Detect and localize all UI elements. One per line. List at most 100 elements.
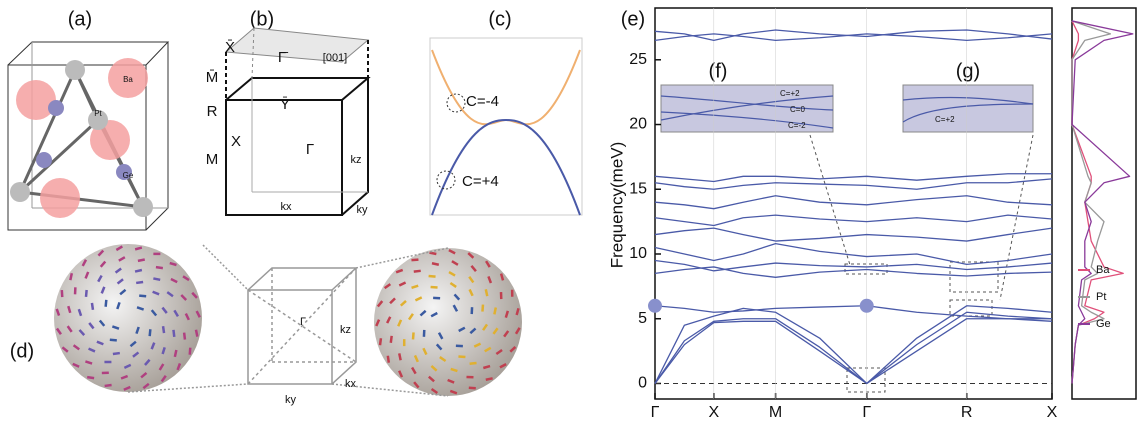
spin-arrow — [97, 249, 105, 257]
legend-label: Pt — [1096, 291, 1106, 303]
chirality-label: C=+2 — [935, 115, 955, 124]
spin-arrow — [114, 267, 122, 274]
band-line — [654, 311, 1053, 385]
spin-arrow — [414, 296, 423, 302]
spin-arrow — [119, 288, 127, 296]
spin-arrow — [468, 288, 474, 297]
spin-arrow — [84, 271, 90, 279]
band-line — [654, 173, 1052, 183]
spin-arrow — [69, 272, 74, 281]
spin-arrow — [150, 309, 158, 317]
spin-arrow — [120, 374, 129, 380]
inset-frame — [902, 84, 1034, 133]
x-tick-label: R — [961, 404, 973, 421]
spin-arrow — [100, 286, 106, 294]
spin-arrow — [495, 348, 503, 356]
spin-arrow — [85, 360, 93, 365]
spin-arrow — [116, 278, 124, 285]
y-tick-label: 20 — [629, 116, 647, 133]
panel-label: (c) — [488, 8, 511, 30]
spin-arrow — [55, 327, 62, 335]
plot-frame — [654, 7, 1053, 400]
symmetry-label: R — [207, 103, 218, 120]
inset-bands — [660, 95, 1034, 129]
spin-arrow — [184, 313, 190, 321]
y-tick-label: 0 — [638, 375, 647, 392]
spin-arrow — [88, 322, 95, 330]
spin-arrow — [182, 275, 190, 282]
spin-arrow — [499, 273, 505, 281]
spin-arrow — [458, 326, 466, 333]
spin-arrow — [449, 281, 457, 288]
spin-arrow — [188, 347, 192, 355]
spin-arrow — [431, 262, 440, 266]
spin-arrow — [407, 313, 414, 321]
spin-arrow — [116, 301, 121, 310]
band-line — [654, 227, 1053, 242]
berry-sphere — [54, 244, 202, 392]
axis-label: kx — [281, 201, 293, 213]
y-tick-label: 10 — [629, 245, 647, 262]
brillouin-zone — [224, 27, 371, 216]
band-line — [1071, 20, 1112, 384]
band-line — [654, 214, 1053, 227]
spin-arrow — [84, 289, 88, 298]
spin-arrow — [467, 252, 475, 259]
spin-arrow — [435, 343, 443, 351]
atom-label: Ge — [123, 171, 134, 180]
y-axis-label: Frequency(meV) — [607, 142, 626, 269]
spin-arrow — [413, 354, 419, 363]
spin-arrow — [77, 308, 83, 317]
inset-connectors — [809, 134, 1034, 393]
spin-arrow — [499, 363, 507, 369]
spin-arrow — [112, 351, 120, 356]
spin-arrow — [514, 327, 521, 335]
spin-arrow — [90, 302, 95, 310]
weyl-point — [648, 298, 662, 313]
spin-arrow — [182, 332, 187, 340]
spin-arrow — [482, 323, 489, 331]
axis-label: kx — [345, 378, 357, 390]
axis-label: ky — [357, 204, 369, 216]
weyl-marker — [446, 93, 466, 113]
spin-arrow — [72, 344, 80, 351]
berry-sphere — [374, 248, 522, 396]
spin-arrow — [399, 299, 407, 307]
panel-label: (b) — [250, 8, 274, 30]
weyl-marker — [436, 170, 456, 190]
panel-label: (f) — [709, 60, 728, 82]
spin-arrow — [111, 325, 120, 330]
spin-arrow — [123, 363, 132, 369]
spin-arrow — [430, 285, 438, 289]
spin-arrow — [428, 274, 436, 278]
atom-label: Ba — [123, 75, 133, 84]
spin-arrow — [515, 307, 520, 316]
x-tick-label: M — [769, 404, 782, 421]
spin-arrow — [411, 284, 419, 290]
spin-arrow — [78, 329, 86, 336]
spin-arrow — [161, 346, 166, 355]
symmetry-label: Γ — [300, 316, 306, 328]
spin-arrow — [55, 308, 61, 316]
spin-arrow — [395, 268, 404, 274]
spin-arrow — [397, 319, 403, 327]
symmetry-label: X — [231, 133, 241, 150]
dos-frame — [1071, 7, 1137, 400]
spin-arrow — [137, 258, 146, 263]
y-tick-label: 25 — [629, 51, 647, 68]
spin-arrow — [166, 291, 174, 298]
spin-arrow — [98, 319, 106, 327]
spin-arrow — [135, 326, 140, 335]
spin-arrow — [389, 335, 393, 343]
spin-arrows — [55, 245, 521, 395]
spin-arrow — [509, 345, 517, 353]
panel-label: (g) — [956, 60, 980, 82]
spin-arrow — [61, 346, 69, 353]
spin-arrow — [176, 362, 182, 371]
spin-arrow — [398, 370, 404, 378]
spin-arrow — [152, 290, 160, 296]
spin-arrow — [439, 356, 447, 363]
spin-arrow — [169, 261, 177, 267]
spin-arrow — [485, 377, 493, 381]
spin-arrow — [492, 327, 499, 335]
